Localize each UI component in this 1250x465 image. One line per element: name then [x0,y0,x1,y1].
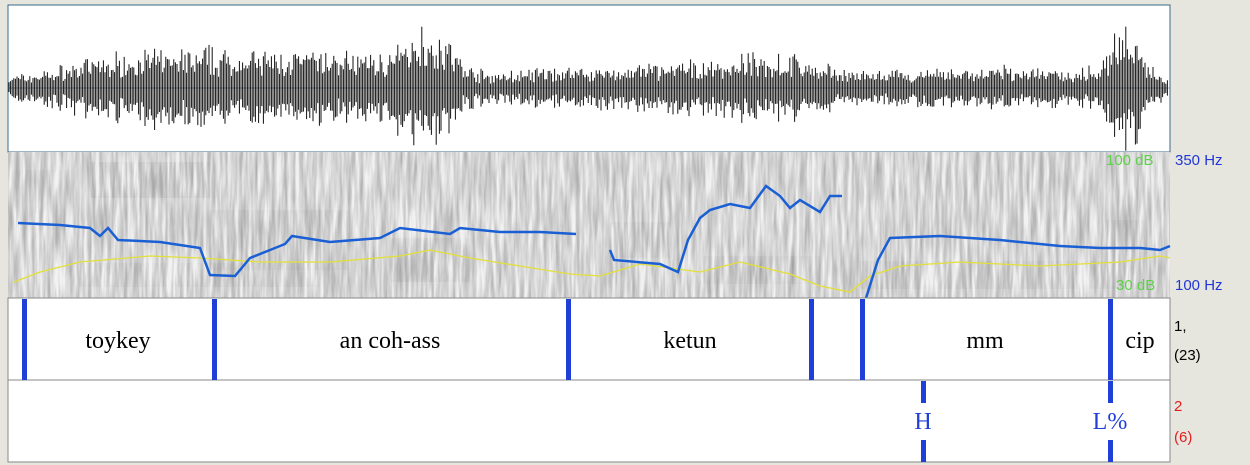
energy-region [80,263,320,287]
boundary [1108,299,1113,380]
point-tier [8,380,1170,462]
boundary [809,299,814,380]
boundary [860,299,865,380]
point-mark [921,381,926,403]
boundary [22,299,27,380]
tier-count: (23) [1174,347,1201,364]
editor-view: 100 dB 350 Hz 30 dB 100 Hz toykey an coh… [0,0,1250,465]
interval-label: toykey [85,328,150,354]
point-mark [1108,440,1113,462]
interval-label: an coh-ass [340,328,441,354]
hz-bottom: 100 Hz [1175,277,1223,294]
page: 100 dB 350 Hz 30 dB 100 Hz toykey an coh… [0,0,1250,465]
interval-label: ketun [663,328,716,354]
energy-region [210,210,350,270]
hz-top: 350 Hz [1175,152,1223,169]
db-top: 100 dB [1106,152,1154,169]
db-bottom: 30 dB [1116,277,1155,294]
interval-label: cip [1125,328,1154,354]
point-label: L% [1093,409,1128,435]
tier-count: (6) [1174,429,1192,446]
boundary [212,299,217,380]
energy-region [700,256,820,284]
point-label: H [914,409,931,435]
interval-label: mm [966,328,1004,354]
energy-region [610,222,670,258]
energy-region [390,238,470,282]
energy-region [10,170,70,230]
boundary [566,299,571,380]
energy-region [90,162,210,198]
point-mark [921,440,926,462]
energy-region [860,261,1140,289]
point-mark [1108,381,1113,403]
tier-name: 1, [1174,318,1187,335]
tier-name: 2 [1174,398,1182,415]
